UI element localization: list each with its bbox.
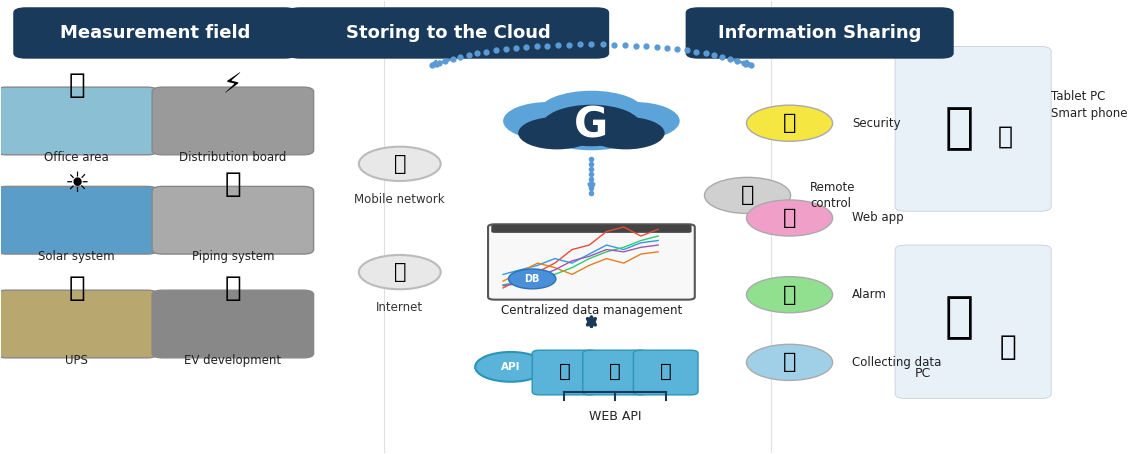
Text: Piping system: Piping system (192, 250, 274, 263)
Circle shape (535, 104, 648, 150)
Text: Tablet PC
Smart phone: Tablet PC Smart phone (1051, 90, 1127, 120)
FancyBboxPatch shape (895, 46, 1051, 211)
FancyBboxPatch shape (583, 350, 648, 395)
Text: 💻: 💻 (1000, 333, 1016, 360)
Circle shape (475, 352, 547, 382)
Circle shape (704, 178, 790, 213)
Text: 📋: 📋 (609, 362, 621, 381)
Text: 👷: 👷 (945, 104, 974, 152)
Text: UPS: UPS (66, 354, 88, 367)
Circle shape (542, 105, 641, 146)
Circle shape (503, 102, 593, 140)
Circle shape (358, 255, 441, 289)
FancyBboxPatch shape (488, 224, 695, 300)
Circle shape (358, 147, 441, 181)
Text: WEB API: WEB API (589, 410, 642, 423)
Text: Alarm: Alarm (852, 288, 887, 301)
Circle shape (508, 269, 556, 289)
Text: ☀: ☀ (65, 170, 90, 198)
FancyBboxPatch shape (0, 187, 158, 254)
FancyBboxPatch shape (152, 290, 314, 358)
Circle shape (518, 117, 595, 149)
Circle shape (746, 200, 832, 236)
Circle shape (587, 117, 665, 149)
Text: Internet: Internet (376, 301, 423, 315)
Text: Storing to the Cloud: Storing to the Cloud (346, 24, 551, 42)
Text: Information Sharing: Information Sharing (718, 24, 921, 42)
FancyBboxPatch shape (152, 87, 314, 155)
FancyBboxPatch shape (491, 225, 692, 233)
Text: 🌐: 🌐 (393, 262, 406, 282)
Circle shape (746, 105, 832, 141)
Text: Web app: Web app (852, 212, 904, 224)
FancyBboxPatch shape (634, 350, 699, 395)
Text: 📱: 📱 (998, 125, 1013, 149)
Text: PC: PC (914, 367, 931, 380)
Text: API: API (501, 362, 521, 372)
Text: 🔔: 🔔 (782, 285, 796, 305)
Text: DB: DB (525, 274, 540, 284)
Circle shape (538, 91, 645, 136)
Text: 🗄: 🗄 (660, 362, 671, 381)
FancyBboxPatch shape (895, 245, 1051, 399)
FancyBboxPatch shape (686, 7, 954, 59)
Text: 📶: 📶 (393, 154, 406, 174)
Text: Collecting data: Collecting data (852, 356, 941, 369)
FancyBboxPatch shape (532, 350, 596, 395)
FancyBboxPatch shape (287, 7, 609, 59)
FancyBboxPatch shape (152, 187, 314, 254)
Text: 🚗: 🚗 (225, 274, 242, 302)
Circle shape (590, 102, 679, 140)
Text: Office area: Office area (44, 151, 109, 163)
Text: Security: Security (852, 117, 900, 130)
Text: Centralized data management: Centralized data management (501, 304, 682, 317)
Text: 📊: 📊 (782, 208, 796, 228)
Text: Measurement field: Measurement field (60, 24, 251, 42)
Text: 📋: 📋 (782, 352, 796, 372)
Text: 🧑: 🧑 (945, 293, 974, 341)
Text: 👁: 👁 (559, 362, 570, 381)
Text: Distribution board: Distribution board (179, 151, 287, 163)
Text: 🔋: 🔋 (68, 274, 85, 302)
Text: 🔒: 🔒 (782, 113, 796, 133)
Text: 🖱: 🖱 (741, 185, 754, 205)
Text: 🏢: 🏢 (68, 71, 85, 99)
Circle shape (746, 276, 832, 313)
Circle shape (746, 344, 832, 380)
Text: Remote
control: Remote control (810, 181, 855, 210)
Text: Mobile network: Mobile network (355, 193, 445, 206)
FancyBboxPatch shape (0, 87, 158, 155)
Text: EV development: EV development (185, 354, 281, 367)
Text: ⚡: ⚡ (223, 71, 243, 99)
FancyBboxPatch shape (14, 7, 297, 59)
Text: 🔧: 🔧 (225, 170, 242, 198)
Text: Solar system: Solar system (39, 250, 115, 263)
FancyBboxPatch shape (0, 290, 158, 358)
Text: G: G (574, 104, 609, 147)
